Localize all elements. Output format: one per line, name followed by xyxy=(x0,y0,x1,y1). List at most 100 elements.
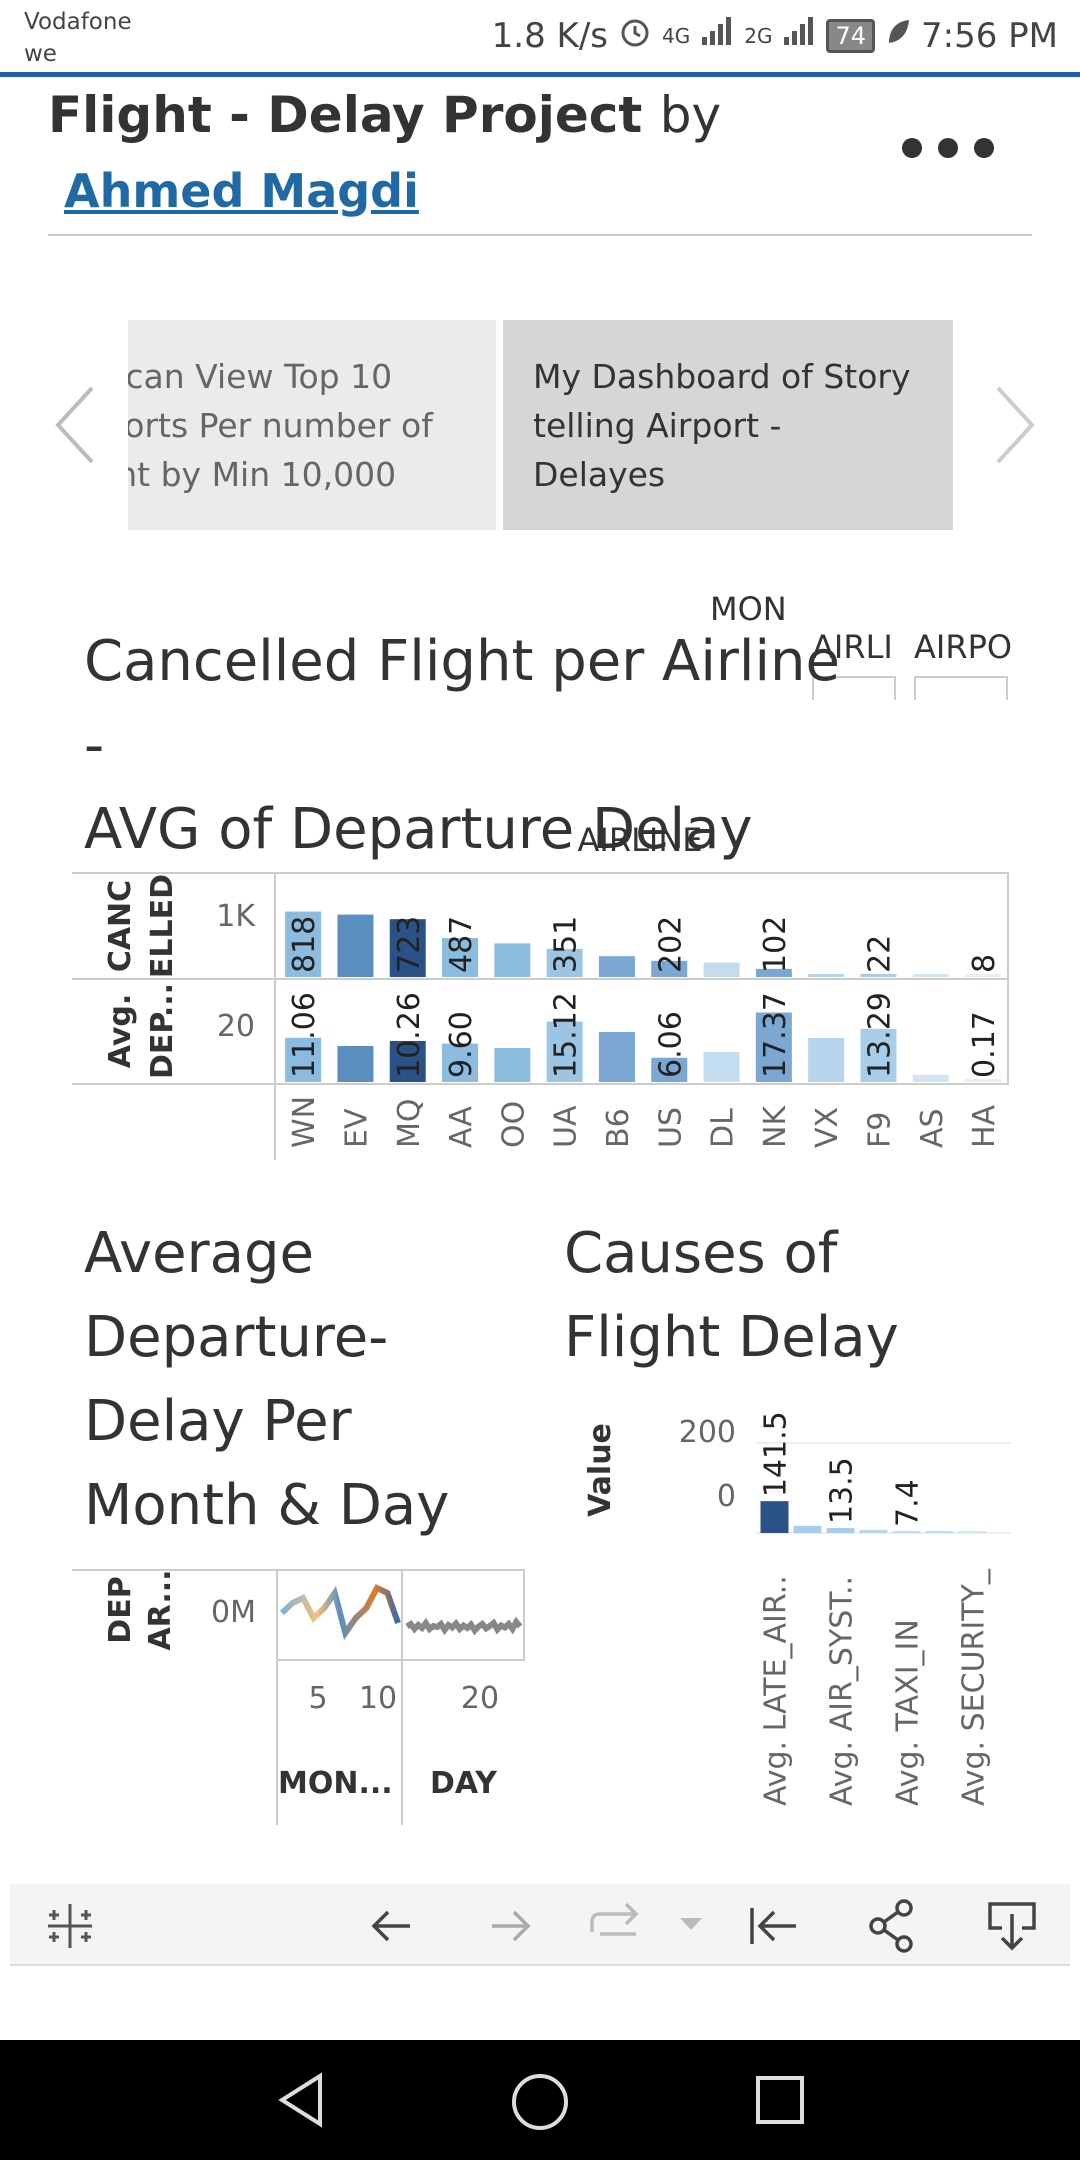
chart1-data-label: 11.06 xyxy=(287,992,322,1078)
recents-icon[interactable] xyxy=(752,2072,808,2128)
chart1-bar-cancelled[interactable] xyxy=(808,974,845,977)
chart3-category-label: Avg. AIR_SYST.. xyxy=(825,1576,860,1806)
chart1-bar-avg-delay[interactable] xyxy=(755,1012,792,1082)
chart1-title-line1: Cancelled Flight per Airline - xyxy=(84,629,840,778)
alarm-icon xyxy=(618,14,652,57)
download-icon[interactable] xyxy=(984,1898,1040,1954)
dropdown-icon[interactable] xyxy=(676,1914,706,1934)
revert-icon[interactable] xyxy=(586,1902,646,1948)
chart1-marks: 818 11.06 WN EV 723 10.26 MQ 487 9.60 AA OO 351 15.1… xyxy=(285,911,1002,1148)
story-prev-arrow-icon[interactable] xyxy=(48,380,108,470)
chart1-bar-avg-delay[interactable] xyxy=(703,1052,740,1082)
author-link[interactable]: Ahmed Magdi xyxy=(64,164,419,218)
chart3-title: Causes of Flight Delay xyxy=(564,1212,1004,1380)
chart1-bar-cancelled[interactable] xyxy=(651,960,688,977)
chart1-category-label: WN xyxy=(287,1096,322,1148)
page-title: Flight - Delay Project by xyxy=(48,86,721,144)
chart1-bar-cancelled[interactable] xyxy=(598,956,635,977)
chart1-bar-cancelled[interactable] xyxy=(442,938,479,977)
chart1-bar-avg-delay[interactable] xyxy=(912,1074,949,1082)
status-right: 1.8 K/s 4G 2G 74 7:56 PM xyxy=(492,14,1058,57)
story-next-arrow-icon[interactable] xyxy=(982,380,1042,470)
chart1-category-label: F9 xyxy=(862,1112,897,1148)
chart1-category-label: AS xyxy=(915,1108,950,1148)
story-point-2[interactable]: My Dashboard of Story telling Airport - … xyxy=(503,320,953,530)
chart1-bar-cancelled[interactable] xyxy=(755,968,792,977)
chart3-data-label: 141.5 xyxy=(759,1411,794,1497)
chart1-data-label: 202 xyxy=(653,916,688,973)
chart1-title: Cancelled Flight per Airline - AVG of De… xyxy=(84,620,844,872)
chart2-xtick: 20 xyxy=(461,1681,499,1716)
network-speed: 1.8 K/s xyxy=(491,15,608,56)
chart1-bar-cancelled[interactable] xyxy=(965,974,1002,977)
more-dot xyxy=(938,138,958,158)
revert-all-icon[interactable] xyxy=(746,1904,802,1948)
chart2-month-line[interactable] xyxy=(279,1584,401,1641)
chart1-bar-avg-delay[interactable] xyxy=(860,1028,897,1082)
airline-filter[interactable]: AIRLI xyxy=(812,628,900,700)
chart2-title-line: Delay Per xyxy=(84,1389,352,1454)
chart1-bar-avg-delay[interactable] xyxy=(598,1032,635,1082)
chart3-bar[interactable] xyxy=(793,1525,822,1533)
chart1-bar-cancelled[interactable] xyxy=(389,919,426,977)
chart3-bar[interactable] xyxy=(760,1501,789,1533)
airport-filter-dropdown[interactable] xyxy=(914,676,1008,700)
chart1-data-label: 351 xyxy=(549,916,584,973)
chart1-bar-cancelled[interactable] xyxy=(546,948,583,977)
chart1-bar-avg-delay[interactable] xyxy=(651,1057,688,1082)
chart1-bar-avg-delay[interactable] xyxy=(965,1079,1002,1082)
story-navigator: You can View Top 10 Airports Per number … xyxy=(128,320,956,530)
undo-icon[interactable] xyxy=(366,1904,416,1948)
chart1-bar-cancelled[interactable] xyxy=(912,974,949,977)
chart1-data-label: 17.37 xyxy=(758,992,793,1078)
chart3-title-line: Causes of xyxy=(564,1221,838,1286)
chart2-day-line[interactable] xyxy=(405,1616,523,1636)
chart1-data-label: 10.26 xyxy=(392,992,427,1078)
by-label: by xyxy=(659,86,722,144)
tableau-logo-icon[interactable] xyxy=(44,1900,96,1952)
chart1-category-label: NK xyxy=(758,1105,793,1148)
chart2-title-line: Average xyxy=(84,1221,314,1286)
chart1-bar-cancelled[interactable] xyxy=(860,974,897,977)
chart1-category-label: VX xyxy=(810,1107,845,1148)
airport-filter[interactable]: AIRPO xyxy=(914,628,1014,700)
status-bar: Vodafone we 1.8 K/s 4G 2G 74 7:56 PM xyxy=(0,0,1080,72)
chart3-ytick-zero: 0 xyxy=(717,1479,736,1514)
chart1-category-label: US xyxy=(653,1107,688,1148)
chart1-bar-cancelled[interactable] xyxy=(337,914,374,977)
chart1-data-label: 6.06 xyxy=(653,1011,688,1078)
chart1-bar-cancelled[interactable] xyxy=(494,943,531,977)
more-options-button[interactable] xyxy=(902,138,1006,162)
chart1-data-label: 0.17 xyxy=(967,1011,1002,1078)
chart3-bar[interactable] xyxy=(826,1528,855,1533)
chart1-bar-cancelled[interactable] xyxy=(285,911,322,977)
chart1-category-label: EV xyxy=(339,1108,374,1148)
airline-filter-dropdown[interactable] xyxy=(812,676,896,700)
chart1-category-label: UA xyxy=(549,1105,584,1148)
chart3-bar[interactable] xyxy=(958,1531,987,1533)
chart1-bar-avg-delay[interactable] xyxy=(494,1048,531,1082)
chart1-bar-avg-delay[interactable] xyxy=(546,1021,583,1082)
chart1-data-label: 723 xyxy=(392,916,427,973)
chart2-ytick: 0M xyxy=(211,1595,256,1630)
chart3-bar[interactable] xyxy=(925,1531,954,1533)
chart1-bar-avg-delay[interactable] xyxy=(808,1038,845,1082)
chart3-bar[interactable] xyxy=(859,1529,888,1533)
chart1-bar-avg-delay[interactable] xyxy=(337,1046,374,1082)
top-accent-line xyxy=(0,72,1080,77)
chart3-bar[interactable] xyxy=(892,1531,921,1533)
chart1-data-label: 102 xyxy=(758,916,793,973)
chart3-data-label: 7.4 xyxy=(891,1479,926,1527)
chart1-bar-avg-delay[interactable] xyxy=(389,1040,426,1082)
chart1-bar-avg-delay[interactable] xyxy=(442,1043,479,1082)
back-icon[interactable] xyxy=(272,2070,332,2130)
chart1-category-label: OO xyxy=(496,1101,531,1148)
redo-icon[interactable] xyxy=(486,1904,536,1948)
home-icon[interactable] xyxy=(508,2070,572,2134)
chart1-bar-avg-delay[interactable] xyxy=(285,1037,322,1082)
chart1-row1-label-a: CANC xyxy=(103,880,138,972)
share-icon[interactable] xyxy=(866,1898,918,1954)
chart1-bar-cancelled[interactable] xyxy=(703,962,740,977)
chart1-row1-label-b: ELLED xyxy=(145,874,180,978)
story-point-1[interactable]: You can View Top 10 Airports Per number … xyxy=(128,320,496,530)
